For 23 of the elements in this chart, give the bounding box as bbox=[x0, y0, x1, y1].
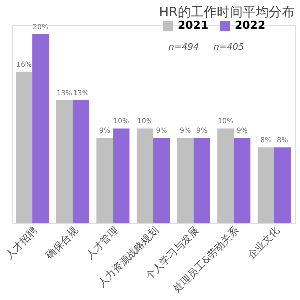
bar bbox=[218, 128, 234, 223]
x-tick-label: 企业文化 bbox=[245, 224, 282, 262]
bar bbox=[56, 100, 73, 223]
bar bbox=[154, 138, 170, 223]
chart-title: HR的工作时间平均分布 bbox=[159, 5, 295, 20]
bar bbox=[177, 138, 194, 223]
annotation: n=405 bbox=[214, 43, 244, 53]
bar bbox=[234, 138, 251, 223]
bar bbox=[136, 128, 154, 223]
bar bbox=[258, 148, 274, 223]
annotation: n=494 bbox=[168, 43, 200, 53]
legend-label: 2022 bbox=[235, 19, 266, 32]
bar bbox=[194, 138, 210, 223]
bar bbox=[32, 34, 50, 223]
x-tick-label: 人才招聘 bbox=[4, 224, 40, 262]
legend-label: 2021 bbox=[178, 19, 209, 32]
bar bbox=[274, 148, 291, 223]
bar bbox=[113, 128, 130, 223]
bar bbox=[16, 72, 33, 223]
bar bbox=[96, 138, 114, 223]
x-tick-label: 确保合规 bbox=[43, 224, 81, 262]
x-tick-label: 人才管理 bbox=[84, 224, 121, 262]
bar bbox=[72, 100, 90, 223]
